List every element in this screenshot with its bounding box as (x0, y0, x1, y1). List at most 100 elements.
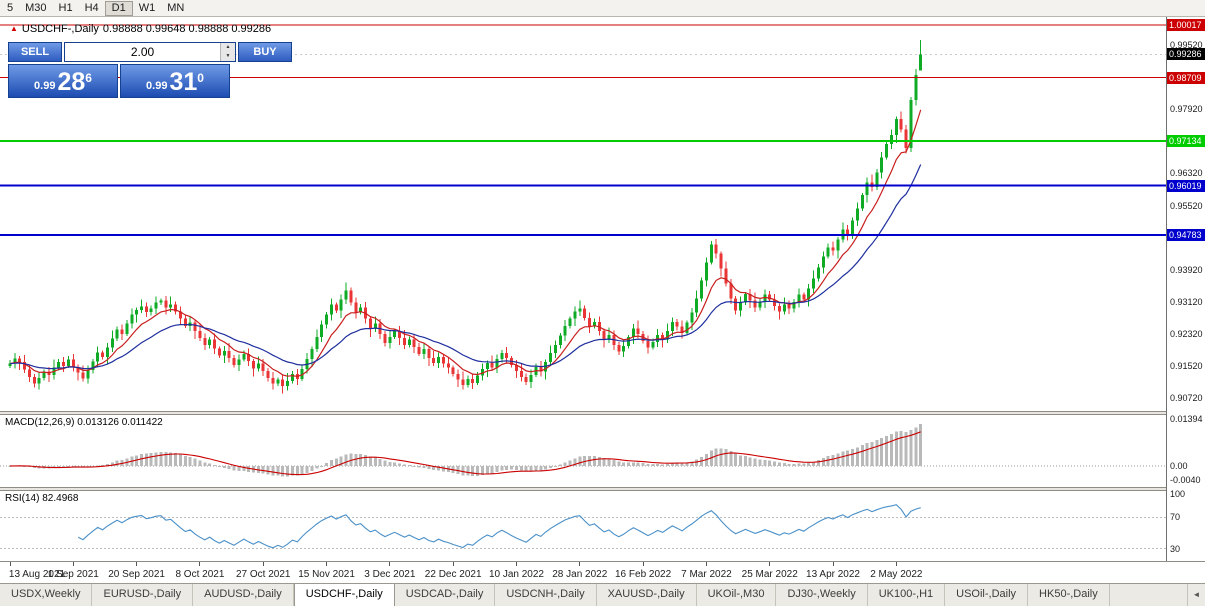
macd-axis-tick: 0.01394 (1170, 413, 1203, 424)
price-axis-level-label: 0.96019 (1167, 179, 1205, 192)
buy-button[interactable]: BUY (238, 42, 292, 62)
date-axis-tick (262, 562, 264, 566)
date-axis-label: 7 Mar 2022 (681, 569, 732, 580)
date-axis-tick (769, 562, 771, 566)
date-axis-tick (895, 562, 897, 566)
chart-tab[interactable]: USDX,Weekly (0, 584, 93, 606)
timeframe-button-5[interactable]: 5 (7, 1, 14, 14)
date-axis-tick (642, 562, 644, 566)
price-axis-tick: 0.93120 (1170, 296, 1203, 307)
lot-size-field: ▲ ▼ (64, 42, 236, 62)
chart-tab[interactable]: USDCHF-,Daily (293, 584, 395, 606)
date-axis-tick (705, 562, 707, 566)
chart-tab[interactable]: HK50-,Daily (1028, 584, 1110, 606)
tab-scroll-left-button[interactable]: ◄ (1187, 584, 1205, 606)
date-axis-label: 16 Feb 2022 (615, 569, 672, 580)
date-axis-label: 13 Apr 2022 (806, 569, 860, 580)
chart-tab[interactable]: DJ30-,Weekly (776, 584, 868, 606)
buy-price-small: 0.99 (146, 80, 168, 92)
date-axis-tick (72, 562, 74, 566)
price-axis-level-label: 0.94783 (1167, 229, 1205, 242)
timeframe-button-h1[interactable]: H1 (58, 1, 73, 14)
rsi-axis-tick: 100 (1170, 489, 1186, 500)
chart-tab-bar: USDX,Weekly EURUSD-,Daily AUDUSD-,Daily USD… (0, 583, 1205, 606)
date-axis-label: 10 Jan 2022 (488, 569, 544, 580)
buy-price-big: 31 (169, 68, 198, 96)
timeframe-button-mn[interactable]: MN (167, 1, 185, 14)
price-axis-tick: 0.97920 (1170, 104, 1203, 115)
date-axis-label: 15 Nov 2021 (298, 569, 355, 580)
timeframe-button-d1[interactable]: D1 (104, 0, 133, 16)
macd-indicator-pane[interactable] (0, 415, 1166, 487)
price-axis-tick: 0.93920 (1170, 264, 1203, 275)
timeframe-button-h4[interactable]: H4 (84, 1, 99, 14)
timeframe-toolbar: 5 M30 H1 H4 D1 W1 MN (0, 0, 1205, 17)
date-axis-label: 2 May 2022 (870, 569, 923, 580)
price-axis-tick: 0.95520 (1170, 200, 1203, 211)
lot-size-input[interactable] (65, 43, 220, 61)
date-axis-label: 27 Oct 2021 (235, 569, 291, 580)
pane-separator[interactable] (0, 411, 1205, 415)
rsi-label: RSI(14) 82.4968 (5, 493, 79, 504)
timeframe-button-w1[interactable]: W1 (138, 1, 156, 14)
sell-price-small: 0.99 (34, 80, 56, 92)
date-axis-tick (452, 562, 454, 566)
pane-separator[interactable] (0, 487, 1205, 491)
sell-price-big: 28 (57, 68, 86, 96)
price-axis-tick: 0.90720 (1170, 393, 1203, 404)
lot-decrease-button[interactable]: ▼ (221, 52, 235, 61)
chart-tab[interactable]: EURUSD-,Daily (92, 584, 194, 606)
chart-tab[interactable]: AUDUSD-,Daily (193, 584, 294, 606)
chart-title: ▲ USDCHF-,Daily 0.98888 0.99648 0.98888 0.… (10, 23, 275, 35)
sell-price[interactable]: 0.99 28 6 (8, 64, 118, 98)
price-axis-tick: 0.91520 (1170, 361, 1203, 372)
sell-price-sup: 6 (85, 71, 92, 85)
symbol-marker-icon: ▲ (10, 24, 18, 33)
timeframe-button-m30[interactable]: M30 (25, 1, 47, 14)
chart-tab[interactable]: UKOil-,M30 (697, 584, 777, 606)
chart-tab[interactable]: USDCAD-,Daily (395, 584, 496, 606)
date-axis-tick (515, 562, 517, 566)
lot-spinner: ▲ ▼ (220, 43, 235, 61)
chart-title-symbol: USDCHF-,Daily (21, 23, 99, 35)
date-axis-label: 20 Sep 2021 (108, 569, 165, 580)
date-axis-tick (832, 562, 834, 566)
price-axis[interactable]: 0.90720 0.91520 0.92320 0.93120 0.93920 0.955… (1166, 17, 1205, 561)
date-axis-tick (579, 562, 581, 566)
chart-tab[interactable]: XAUUSD-,Daily (597, 584, 697, 606)
date-axis-label: 28 Jan 2022 (552, 569, 608, 580)
date-axis-label: 3 Dec 2021 (364, 569, 416, 580)
date-axis-tick (199, 562, 201, 566)
buy-price-sup: 0 (197, 71, 204, 85)
price-axis-tick: 0.99520 (1170, 40, 1203, 51)
chart-tab[interactable]: UK100-,H1 (868, 584, 946, 606)
date-axis-label: 8 Oct 2021 (175, 569, 225, 580)
rsi-indicator-pane[interactable] (0, 491, 1166, 561)
macd-axis-tick: -0.0040 (1170, 474, 1201, 485)
date-axis-label: 1 Sep 2021 (47, 569, 99, 580)
date-axis[interactable]: 13 Aug 2021 1 Sep 2021 20 Sep 2021 8 Oct 20… (0, 561, 1205, 583)
date-axis-tick (389, 562, 391, 566)
sell-button[interactable]: SELL (8, 42, 62, 62)
price-axis-tick: 0.96320 (1170, 168, 1203, 179)
chart-tab[interactable]: USDCNH-,Daily (495, 584, 597, 606)
chart-tab[interactable]: USOil-,Daily (945, 584, 1029, 606)
buy-price[interactable]: 0.99 31 0 (120, 64, 230, 98)
price-axis-level-label: 0.99286 (1167, 48, 1205, 61)
price-axis-level-label: 1.00017 (1167, 19, 1205, 32)
date-axis-label: 22 Dec 2021 (424, 569, 482, 580)
rsi-axis-tick: 70 (1170, 512, 1181, 523)
date-axis-label: 13 Aug 2021 (8, 569, 66, 580)
lot-increase-button[interactable]: ▲ (221, 43, 235, 52)
date-axis-label: 25 Mar 2022 (741, 569, 798, 580)
macd-label: MACD(12,26,9) 0.013126 0.011422 (5, 417, 163, 428)
price-axis-level-label: 0.98709 (1167, 71, 1205, 84)
chart-title-ohlc: 0.98888 0.99648 0.98888 0.99286 (102, 23, 272, 35)
date-axis-tick (326, 562, 328, 566)
date-axis-tick (9, 562, 11, 566)
macd-axis-tick: 0.00 (1170, 460, 1188, 471)
rsi-axis-tick: 30 (1170, 543, 1181, 554)
price-axis-tick: 0.92320 (1170, 328, 1203, 339)
price-axis-level-label: 0.97134 (1167, 134, 1205, 147)
